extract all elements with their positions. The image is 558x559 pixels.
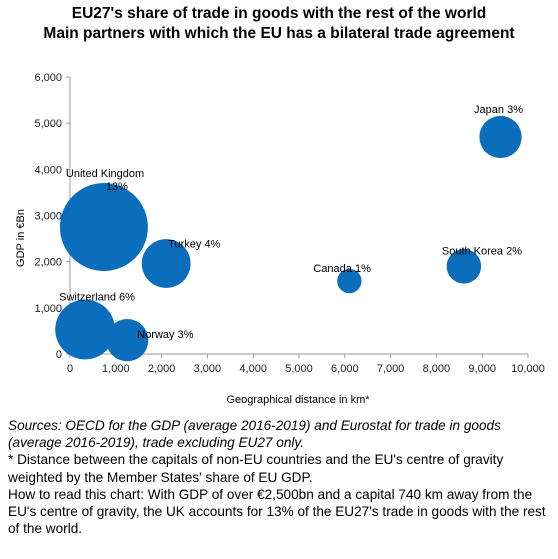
x-tick-label: 2,000 [148,363,176,375]
bubble [141,239,191,288]
bubble [479,115,522,159]
distance-footnote: * Distance between the capitals of non-E… [8,452,504,485]
bubble [106,319,149,362]
bubble [59,183,148,272]
bubble-label: Switzerland 6% [59,292,135,304]
bubble-label: Turkey 4% [168,239,220,251]
x-tick-label: 3,000 [194,363,222,375]
y-tick-label: 5,000 [34,118,62,130]
bubble-label-line: 13% [106,181,128,193]
y-tick-label: 1,000 [34,303,62,315]
y-tick-label: 3,000 [34,211,62,223]
x-tick-label: 8,000 [423,363,451,375]
x-tick-label: 10,000 [511,363,545,375]
chart-subtitle: Main partners with which the EU has a bi… [43,25,515,42]
x-tick-label: 4,000 [239,363,267,375]
bubble [446,249,482,284]
bubble-label: South Korea 2% [442,245,522,257]
bubble [55,299,115,360]
x-tick-label: 7,000 [377,363,405,375]
bubble-label-line: United Kingdom [66,168,144,180]
bubble-label: Japan 3% [474,104,523,116]
bubble-label-line: South Korea 2% [442,245,522,257]
y-axis-label: GDP in €Bn [15,209,27,267]
y-tick-label: 0 [56,349,62,361]
bubble-chart: 0 1,000 2,000 3,000 4,000 5,000 6,000 0 1,000 2,0… [15,72,545,406]
bubble [337,268,362,294]
x-tick-label: 0 [67,363,73,375]
bubble-label-line: Norway 3% [137,329,193,341]
how-to-read-note: How to read this chart: With GDP of over… [8,486,546,537]
bubble-label: Canada 1% [313,263,371,275]
x-tick-label: 9,000 [468,363,496,375]
bubble-label-line: Turkey 4% [168,239,220,251]
chart-notes: Sources: OECD for the GDP (average 2016-… [8,417,553,537]
y-tick-label: 6,000 [34,72,62,84]
bubble-label-line: Japan 3% [474,104,523,116]
sources-note: Sources: OECD for the GDP (average 2016-… [8,418,501,451]
x-axis-label: Geographical distance in km* [226,394,370,406]
bubble-label: United Kingdom 13% [66,168,144,193]
y-tick-label: 4,000 [34,164,62,176]
x-tick-label: 1,000 [102,363,130,375]
bubble-label-line: Switzerland 6% [59,292,135,304]
bubble-label-line: Canada 1% [313,263,371,275]
x-tick-label: 6,000 [331,363,359,375]
chart-title: EU27's share of trade in goods with the … [71,5,487,22]
y-tick-label: 2,000 [34,257,62,269]
x-tick-label: 5,000 [285,363,313,375]
bubble-label: Norway 3% [137,329,193,341]
